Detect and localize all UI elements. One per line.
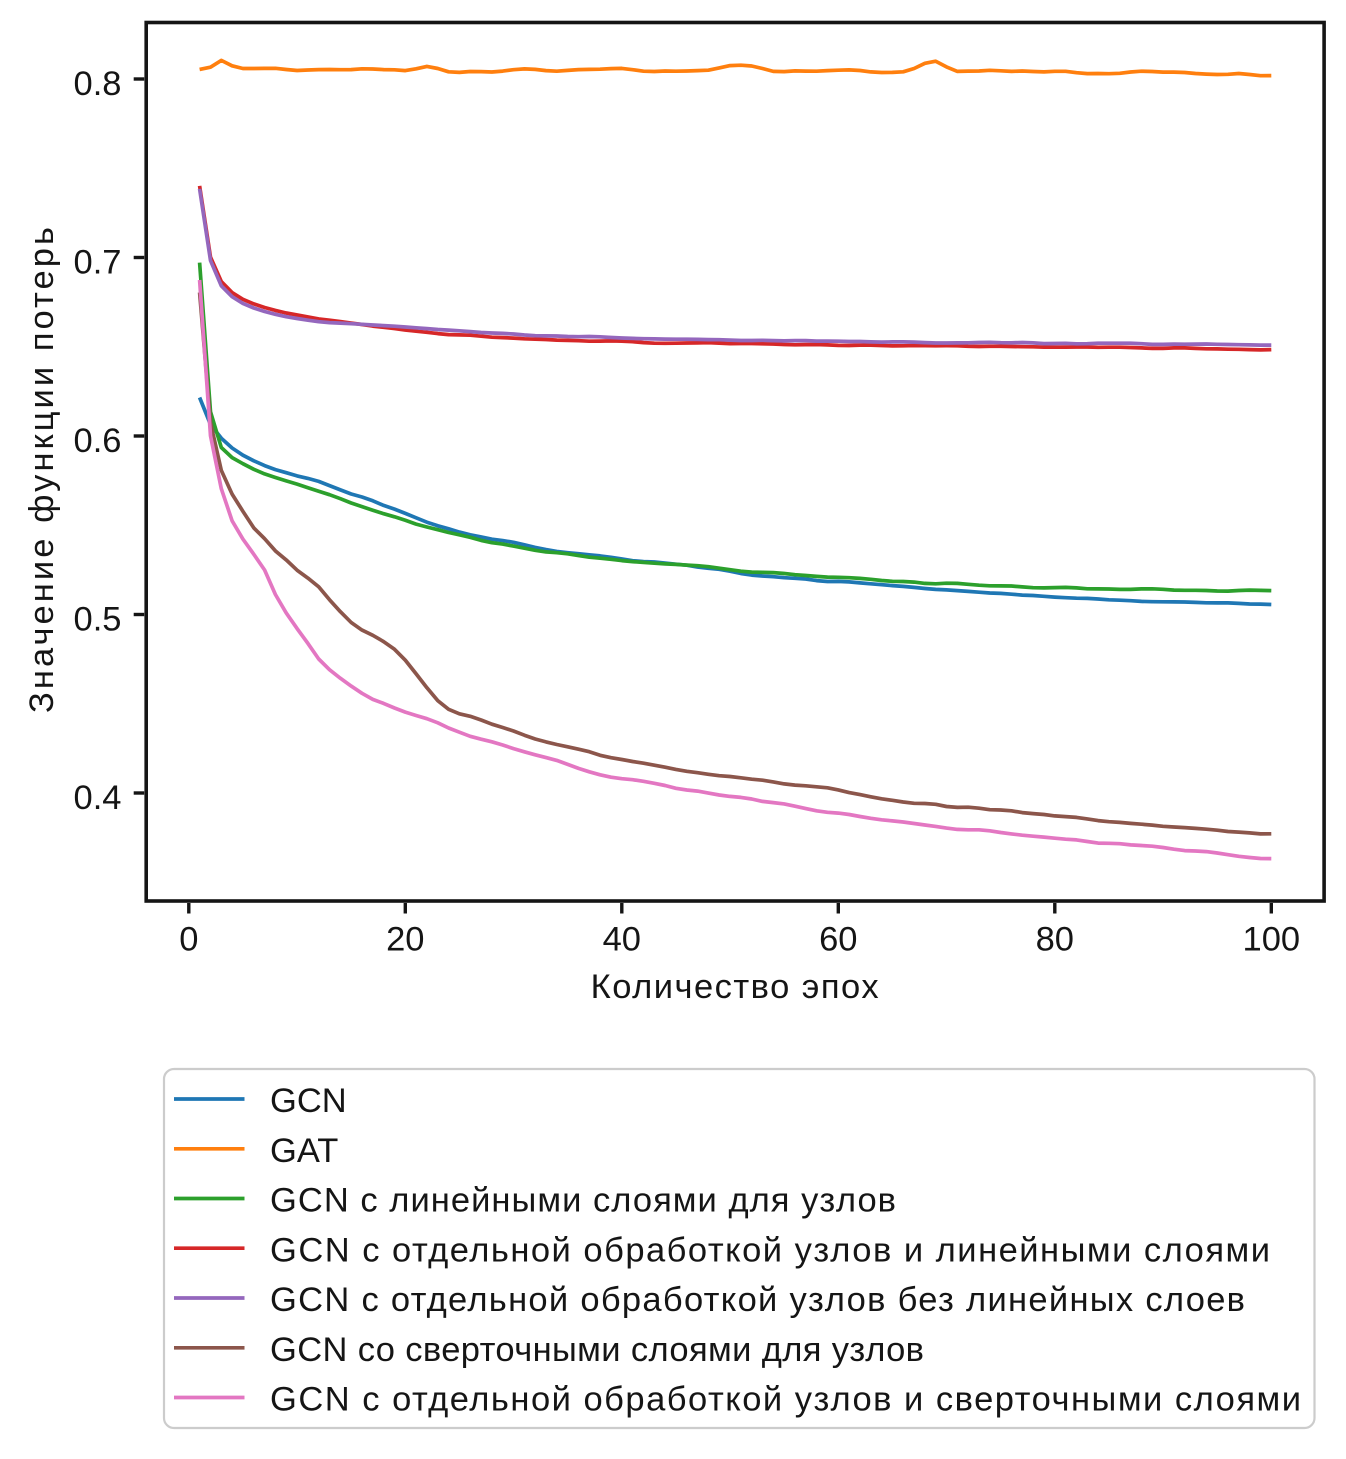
svg-text:100: 100	[1243, 921, 1301, 959]
svg-text:40: 40	[603, 921, 641, 959]
svg-text:0.4: 0.4	[74, 779, 122, 817]
svg-text:GCN с отдельной обработкой узл: GCN с отдельной обработкой узлов и линей…	[270, 1232, 1270, 1270]
svg-text:Количество эпох: Количество эпох	[591, 968, 879, 1006]
svg-text:20: 20	[386, 921, 424, 959]
svg-text:Значение функции потерь: Значение функции потерь	[23, 227, 61, 713]
svg-text:60: 60	[819, 921, 857, 959]
svg-text:GCN с отдельной обработкой узл: GCN с отдельной обработкой узлов без лин…	[270, 1281, 1245, 1319]
svg-text:0.6: 0.6	[74, 422, 122, 460]
svg-text:0.8: 0.8	[74, 65, 122, 103]
svg-text:GAT: GAT	[270, 1132, 338, 1170]
svg-text:GCN с отдельной обработкой узл: GCN с отдельной обработкой узлов и сверт…	[270, 1381, 1301, 1419]
svg-text:0.5: 0.5	[74, 601, 122, 639]
svg-text:GCN с линейными слоями для узл: GCN с линейными слоями для узлов	[270, 1182, 896, 1220]
svg-text:80: 80	[1036, 921, 1074, 959]
svg-text:GCN со сверточными слоями для: GCN со сверточными слоями для узлов	[270, 1331, 924, 1369]
svg-text:0.7: 0.7	[74, 244, 122, 282]
svg-text:0: 0	[179, 921, 198, 959]
svg-text:GCN: GCN	[270, 1082, 347, 1120]
